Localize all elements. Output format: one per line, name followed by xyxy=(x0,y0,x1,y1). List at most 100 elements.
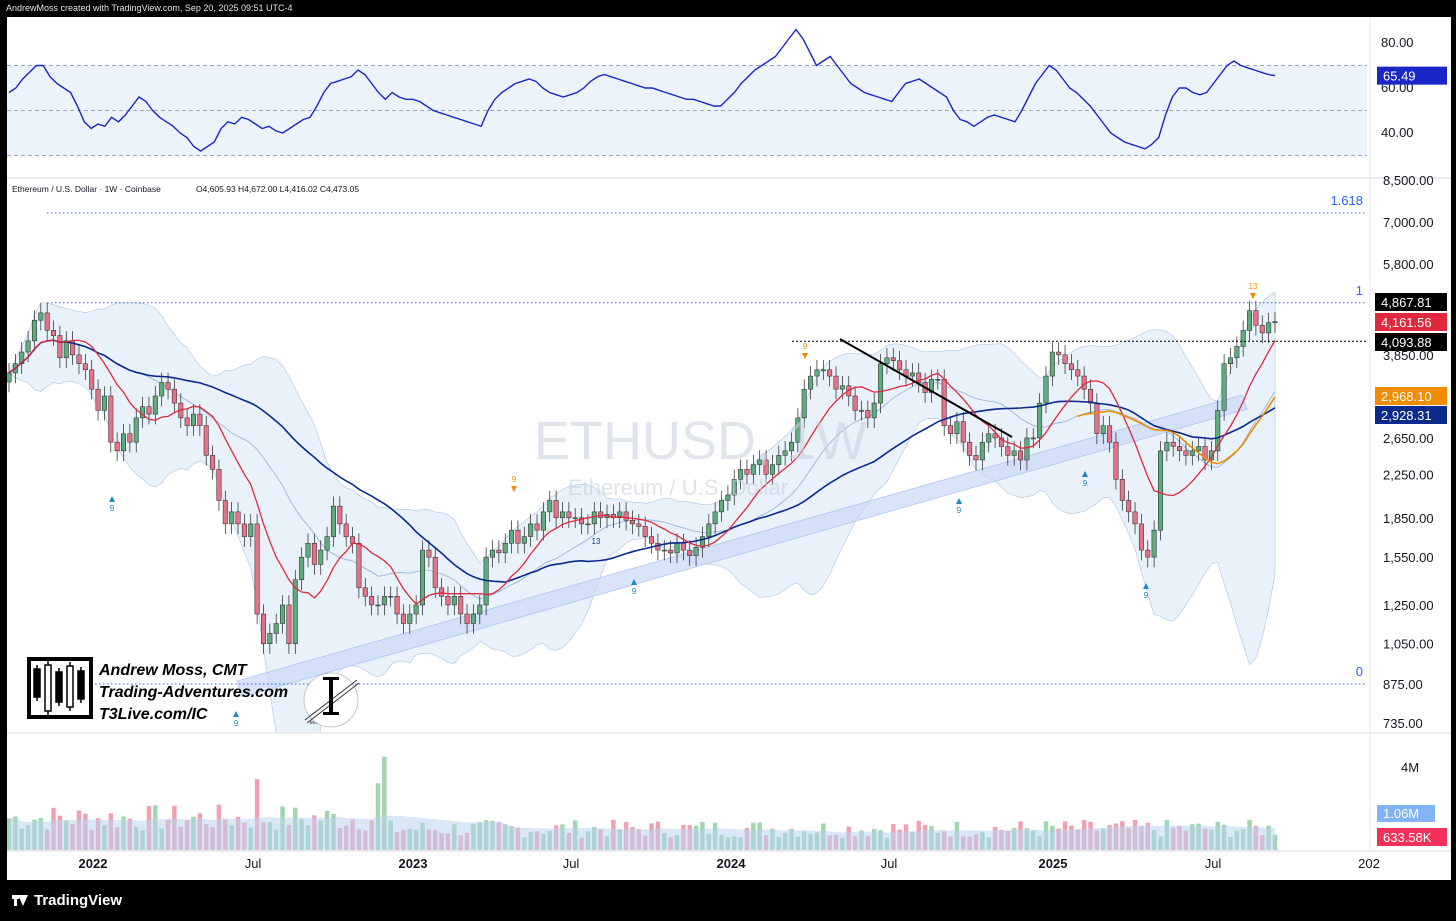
candle-body xyxy=(1126,500,1132,513)
candle-body xyxy=(1215,410,1221,452)
volume-average-area xyxy=(9,815,1275,850)
candle-body xyxy=(203,425,209,456)
candle-body xyxy=(719,500,724,513)
candle-body xyxy=(171,388,177,404)
candle-body xyxy=(1259,324,1265,334)
candle-body xyxy=(591,511,597,525)
candle-body xyxy=(1030,437,1036,440)
logo-candle-body xyxy=(66,665,74,708)
candle-body xyxy=(1005,446,1011,456)
logo-letter-i-top xyxy=(323,677,339,680)
bollinger-band-fill xyxy=(8,291,1276,732)
td-count-label: 9 xyxy=(957,506,962,515)
volume-tick-label: 4M xyxy=(1401,760,1419,775)
author-t3live: T3Live.com/IC xyxy=(99,706,208,723)
candle-body xyxy=(1208,450,1214,461)
candle-body xyxy=(731,479,737,496)
price-badge xyxy=(1375,387,1447,405)
candle-body xyxy=(159,382,165,397)
candle-body xyxy=(674,542,680,554)
watermark: ETHUSD, 1W Ethereum / U.S. Dollar xyxy=(534,411,867,500)
candle-body xyxy=(636,523,642,527)
price-axis[interactable]: 80.0060.0040.0065.497,000.005,800.003,85… xyxy=(1369,17,1447,851)
candle-body xyxy=(95,388,101,411)
candle-body xyxy=(114,441,120,452)
candle-body xyxy=(1177,446,1183,452)
candle-body xyxy=(1037,402,1043,439)
candle-body xyxy=(1253,310,1259,326)
candle-body xyxy=(909,372,915,377)
candle-body xyxy=(254,523,260,615)
candle-body xyxy=(57,335,63,359)
candle-body xyxy=(1196,446,1202,452)
volume-last-badge xyxy=(1377,828,1447,846)
td-count-label: 13 xyxy=(592,537,601,546)
candle-body xyxy=(820,369,826,372)
fib-level-label: 1.618 xyxy=(1330,193,1363,208)
candle-body xyxy=(222,500,228,525)
candle-body xyxy=(566,511,572,519)
price-tick-label: 1,050.00 xyxy=(1383,637,1434,652)
td-arrow-down xyxy=(802,353,808,359)
candle-body xyxy=(1100,425,1106,435)
candle-body xyxy=(241,523,247,537)
candle-body xyxy=(445,595,451,606)
td-arrow-up xyxy=(109,496,115,502)
candle-body xyxy=(273,623,279,634)
watermark-symbol: ETHUSD, 1W xyxy=(534,411,867,471)
candle-body xyxy=(248,523,254,537)
candle-body xyxy=(859,410,864,412)
candle-body xyxy=(1088,388,1093,404)
price-tick-label: 3,850.00 xyxy=(1383,348,1434,363)
price-badge xyxy=(1375,313,1447,331)
chart-panel[interactable]: 1.618 1 0 9 9 9 9 9 9 9 9 13 13 80.00 60.00 40.00 65.49… xyxy=(7,17,1451,880)
time-tick-label: Jul xyxy=(1205,856,1222,871)
candle-body xyxy=(350,536,356,544)
fib-level-label: 0 xyxy=(1356,664,1363,679)
td-arrow-up xyxy=(1082,471,1088,477)
candle-body xyxy=(216,469,222,501)
price-tick-label: 2,650.00 xyxy=(1383,431,1434,446)
candle-body xyxy=(757,459,763,465)
candle-body xyxy=(1151,529,1157,558)
candle-body xyxy=(133,417,139,443)
price-badge xyxy=(1375,293,1447,311)
candle-body xyxy=(439,587,445,597)
candle-body xyxy=(769,464,775,475)
sma-fast-line xyxy=(8,339,1276,605)
tradingview-logo[interactable]: TradingView xyxy=(12,892,122,909)
price-pane[interactable]: 1.618 1 0 9 9 9 9 9 9 9 9 13 13 xyxy=(7,193,1451,768)
candle-body xyxy=(1081,375,1087,390)
candle-body xyxy=(324,536,330,551)
watermark-name: Ethereum / U.S. Dollar xyxy=(568,475,788,500)
price-badge-label: 4,161.56 xyxy=(1381,315,1432,330)
candle-body xyxy=(763,459,769,475)
candle-body xyxy=(1068,363,1074,371)
rsi-tick-label: 40.00 xyxy=(1381,125,1414,140)
candle-body xyxy=(292,579,298,644)
candle-body xyxy=(1113,441,1119,480)
author-branding: Andrew Moss, CMT Trading-Adventures.com … xyxy=(27,657,360,728)
price-tick-label: 1,250.00 xyxy=(1383,598,1434,613)
candle-body xyxy=(865,410,871,419)
candle-body xyxy=(1024,437,1030,461)
candle-body xyxy=(579,517,585,525)
candle-body xyxy=(82,363,88,371)
symbol-header: Ethereum / U.S. Dollar · 1W · Coinbase O… xyxy=(12,184,359,194)
candle-body xyxy=(267,633,273,644)
candle-body xyxy=(871,402,877,419)
td-count-label: 9 xyxy=(632,587,637,596)
candle-body xyxy=(1049,351,1055,377)
candle-body xyxy=(470,613,476,624)
time-axis[interactable]: 2022 Jul 2023 Jul 2024 Jul 2025 Jul 202 xyxy=(7,850,1451,871)
rsi-pane xyxy=(7,28,1451,179)
candle-body xyxy=(973,455,979,461)
candle-body xyxy=(426,549,432,558)
price-clipped-group xyxy=(7,291,1278,732)
td-count-label: 9 xyxy=(1083,479,1088,488)
price-tick-label-cut: 8,500.00 xyxy=(1383,173,1434,188)
candle-body xyxy=(280,604,286,624)
candle-body xyxy=(649,536,655,544)
